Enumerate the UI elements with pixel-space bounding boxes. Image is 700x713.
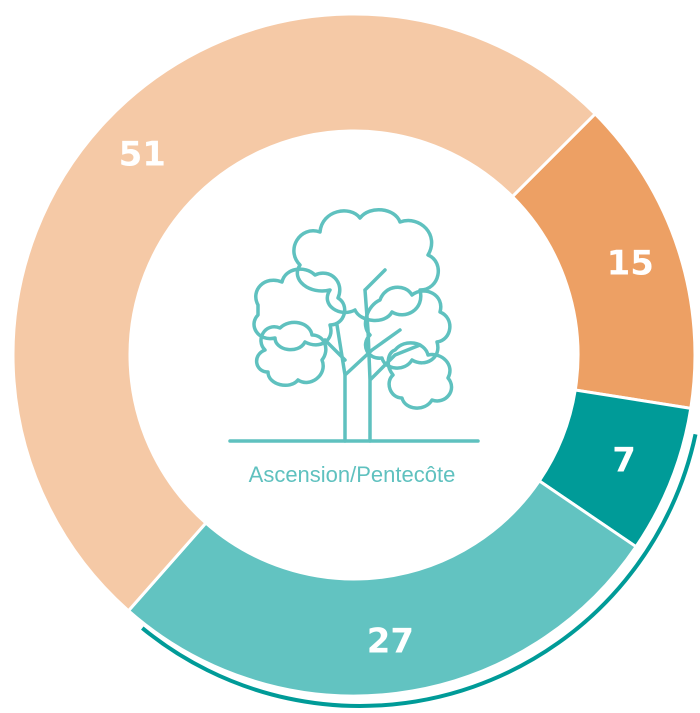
tree-icon [228, 208, 480, 443]
decoration [141, 433, 698, 708]
shadow-arc [141, 433, 698, 708]
slices: 15 7 27 51 [11, 12, 697, 698]
slice [126, 478, 639, 698]
value-label: 7 [612, 440, 636, 480]
slice [11, 12, 598, 613]
center-label: Ascension/Pentecôte [249, 462, 456, 487]
value-label: 27 [367, 622, 414, 662]
value-label: 51 [119, 135, 166, 175]
value-label: 15 [607, 244, 654, 284]
